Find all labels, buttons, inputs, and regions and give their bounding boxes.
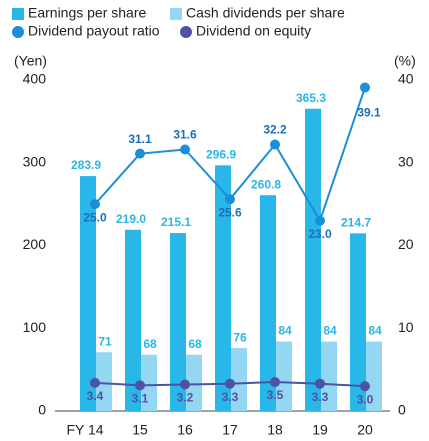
y-tick-label: 0 xyxy=(38,402,46,418)
data-label: 3.3 xyxy=(312,390,329,404)
bar xyxy=(321,341,337,411)
legend-swatch xyxy=(12,26,24,38)
data-label: 32.2 xyxy=(263,123,287,137)
data-label: 68 xyxy=(188,337,202,351)
y2-tick-label: 20 xyxy=(398,236,414,252)
data-label: 25.6 xyxy=(218,205,242,219)
x-tick-label: 19 xyxy=(312,422,328,438)
point xyxy=(90,199,100,210)
data-label: 39.1 xyxy=(357,106,381,120)
legend-swatch xyxy=(170,8,182,20)
y2-tick-label: 30 xyxy=(398,153,414,169)
bar xyxy=(276,341,292,411)
y-axis-label: (Yen) xyxy=(14,53,47,69)
y-tick-label: 100 xyxy=(23,319,47,335)
bar xyxy=(186,354,202,411)
legend-label: Earnings per share xyxy=(28,5,147,21)
y-tick-label: 300 xyxy=(23,153,47,169)
legend-label: Cash dividends per share xyxy=(186,5,345,21)
point xyxy=(360,381,370,392)
bar xyxy=(366,341,382,411)
x-tick-label: 16 xyxy=(177,422,193,438)
bar xyxy=(80,176,96,411)
y2-tick-label: 0 xyxy=(398,402,406,418)
data-label: 3.1 xyxy=(132,392,149,406)
data-label: 296.9 xyxy=(206,147,236,161)
point xyxy=(225,194,235,205)
point xyxy=(315,215,325,226)
data-label: 84 xyxy=(368,324,382,338)
data-label: 84 xyxy=(278,324,292,338)
y-tick-label: 200 xyxy=(23,236,47,252)
point xyxy=(135,148,145,159)
x-tick-label: 18 xyxy=(267,422,283,438)
bar xyxy=(305,108,321,412)
data-label: 23.0 xyxy=(308,227,332,241)
data-label: 219.0 xyxy=(116,212,146,226)
point xyxy=(90,377,100,388)
data-label: 3.5 xyxy=(267,388,284,402)
point xyxy=(270,377,280,388)
data-label: 283.9 xyxy=(71,158,101,172)
data-label: 214.7 xyxy=(341,216,371,230)
bar xyxy=(215,165,231,411)
legend-label: Dividend on equity xyxy=(196,23,311,39)
data-label: 76 xyxy=(233,330,247,344)
data-label: 3.0 xyxy=(357,392,374,406)
data-label: 260.8 xyxy=(251,177,281,191)
data-label: 84 xyxy=(323,324,337,338)
data-label: 3.3 xyxy=(222,390,239,404)
data-label: 71 xyxy=(98,334,112,348)
data-label: 68 xyxy=(143,337,157,351)
bar xyxy=(170,233,186,411)
legend-swatch xyxy=(12,8,24,20)
data-label: 3.2 xyxy=(177,391,194,405)
data-label: 25.0 xyxy=(83,210,107,224)
point xyxy=(225,378,235,389)
bar xyxy=(231,348,247,411)
bar xyxy=(125,229,141,411)
point xyxy=(360,82,370,93)
point xyxy=(270,139,280,150)
data-label: 215.1 xyxy=(161,215,191,229)
bar xyxy=(141,354,157,411)
data-label: 365.3 xyxy=(296,91,326,105)
x-tick-label: 15 xyxy=(132,422,148,438)
x-tick-label: FY 14 xyxy=(66,422,103,438)
x-tick-label: 17 xyxy=(222,422,238,438)
point xyxy=(180,379,190,390)
legend-label: Dividend payout ratio xyxy=(28,23,160,39)
bar xyxy=(96,352,112,411)
point xyxy=(315,378,325,389)
y2-axis-label: (%) xyxy=(394,53,416,69)
data-label: 31.6 xyxy=(173,128,197,142)
y-tick-label: 400 xyxy=(23,71,47,87)
bar xyxy=(260,195,276,411)
data-label: 31.1 xyxy=(128,132,152,146)
legend-swatch xyxy=(180,26,192,38)
data-label: 3.4 xyxy=(87,389,104,403)
y2-tick-label: 40 xyxy=(398,71,414,87)
point xyxy=(135,380,145,391)
bar xyxy=(350,233,366,411)
x-tick-label: 20 xyxy=(357,422,373,438)
y2-tick-label: 10 xyxy=(398,319,414,335)
point xyxy=(180,144,190,155)
